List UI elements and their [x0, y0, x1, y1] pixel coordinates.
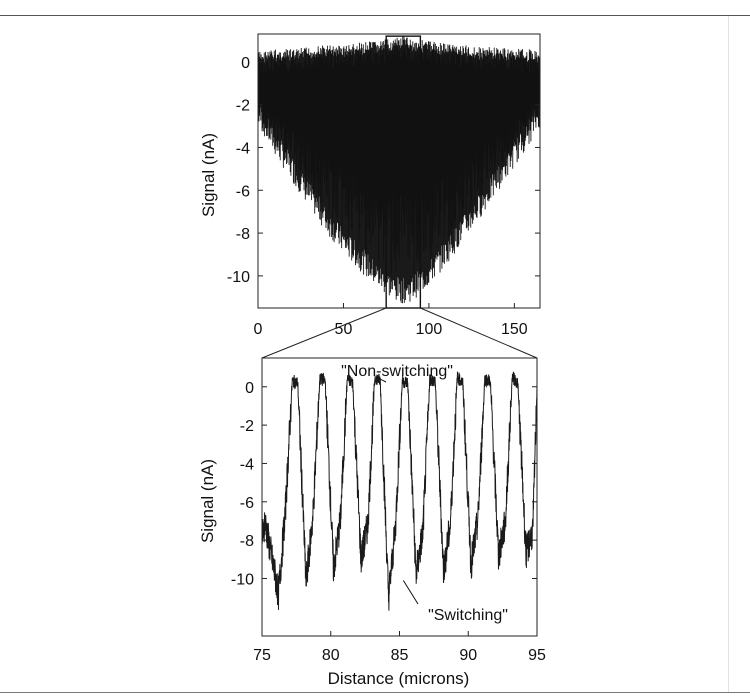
top-chart-xtick-label: 50	[335, 321, 353, 338]
top-chart-signal-trace-dense	[258, 44, 540, 275]
top-chart-ytick-label: -8	[236, 226, 250, 243]
top-chart-zoom-box	[385, 35, 422, 309]
top-chart: 0 -2 -4 -6 -8 -10 0 50 100 150 Signal (nA)	[199, 33, 541, 338]
top-chart-xtick-label: 0	[254, 321, 263, 338]
top-chart-xtick-label: 150	[501, 321, 528, 338]
top-chart-ytick-label: -4	[236, 140, 250, 157]
bottom-chart-ytick-label: -4	[240, 456, 254, 473]
top-chart-ytick-label: -10	[227, 269, 250, 286]
bottom-chart-ytick-label: -2	[240, 418, 254, 435]
zoom-connectors	[261, 307, 538, 359]
annotation-non-switching-pointer	[375, 376, 387, 383]
bottom-rule	[0, 692, 750, 693]
bottom-chart-signal-trace	[262, 371, 537, 611]
bottom-chart-xtick-label: 80	[322, 647, 340, 664]
bottom-chart-xlabel: Distance (microns)	[328, 669, 470, 688]
top-chart-ytick-label: -6	[236, 183, 250, 200]
annotation-switching-pointer	[402, 580, 419, 605]
bottom-chart-ytick-label: 0	[245, 380, 254, 397]
annotation-switching-label: "Switching"	[428, 607, 508, 624]
page-margin-line	[728, 16, 729, 692]
bottom-chart-xtick-label: 85	[391, 647, 409, 664]
top-chart-ylabel: Signal (nA)	[199, 133, 218, 217]
bottom-chart-ytick-label: -8	[240, 533, 254, 550]
annotation-non-switching-label: "Non-switching"	[341, 363, 453, 380]
zoom-connector-left	[261, 307, 387, 359]
bottom-chart-xtick-label: 75	[253, 647, 271, 664]
zoom-connector-right	[420, 307, 538, 359]
bottom-chart-xtick-label: 95	[528, 647, 546, 664]
top-rule	[0, 15, 750, 16]
bottom-chart-ylabel: Signal (nA)	[198, 459, 217, 543]
bottom-chart: 0 -2 -4 -6 -8 -10 75 80 85 90 95 Signal (nA) Distanc…	[198, 357, 546, 688]
bottom-chart-ytick-label: -10	[231, 571, 254, 588]
top-chart-ytick-label: 0	[241, 55, 250, 72]
top-chart-xtick-label: 100	[416, 321, 443, 338]
top-chart-signal-trace	[258, 36, 540, 304]
bottom-chart-ytick-label: -6	[240, 495, 254, 512]
top-chart-ytick-label: -2	[236, 98, 250, 115]
bottom-chart-xtick-label: 90	[459, 647, 477, 664]
